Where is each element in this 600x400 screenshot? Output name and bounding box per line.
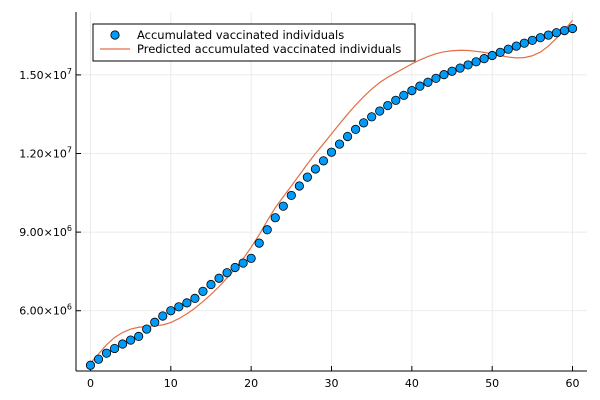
observed-point	[519, 38, 529, 48]
observed-point	[367, 112, 377, 122]
observed-point	[278, 201, 288, 211]
observed-point	[439, 70, 449, 80]
observed-point	[294, 181, 304, 191]
observed-series	[85, 23, 578, 370]
observed-point	[190, 293, 200, 304]
observed-point	[142, 324, 152, 334]
legend-marker-observed	[110, 30, 120, 40]
observed-point	[431, 73, 441, 83]
observed-point	[463, 60, 473, 70]
observed-point	[423, 77, 433, 87]
observed-point	[206, 279, 216, 290]
y-tick-label: 1.50×107	[19, 67, 72, 82]
observed-point	[302, 172, 312, 182]
observed-point	[109, 343, 120, 354]
legend: Accumulated vaccinated individuals Predi…	[92, 23, 416, 62]
observed-point	[286, 190, 296, 201]
observed-point	[535, 33, 546, 43]
observed-point	[359, 118, 369, 128]
observed-point	[85, 360, 96, 370]
x-tick-label: 50	[485, 377, 499, 390]
observed-point	[318, 156, 329, 166]
legend-label-observed: Accumulated vaccinated individuals	[137, 28, 344, 42]
legend-label-predicted: Predicted accumulated vaccinated individ…	[137, 42, 401, 56]
observed-point	[310, 164, 321, 174]
y-axis-ticks: 6.00×106 9.00×106 1.20×107 1.50×107	[19, 67, 81, 318]
observed-point	[447, 66, 457, 76]
observed-point	[471, 57, 481, 67]
observed-point	[214, 273, 224, 283]
x-tick-label: 20	[244, 377, 258, 390]
x-tick-label: 0	[87, 377, 94, 390]
observed-point	[543, 30, 554, 40]
observed-point	[262, 225, 272, 235]
observed-point	[93, 354, 104, 364]
observed-point	[375, 106, 385, 116]
observed-point	[527, 35, 537, 45]
observed-point	[383, 100, 393, 111]
observed-point	[238, 258, 248, 268]
observed-point	[511, 41, 521, 51]
x-tick-label: 60	[566, 377, 580, 390]
grid	[76, 12, 587, 371]
observed-point	[503, 44, 513, 54]
observed-point	[134, 331, 144, 342]
observed-point	[567, 23, 578, 34]
observed-point	[166, 306, 176, 316]
observed-point	[559, 26, 570, 36]
observed-point	[495, 47, 505, 57]
observed-point	[126, 335, 136, 345]
x-tick-label: 30	[325, 377, 339, 390]
y-tick-label: 9.00×106	[19, 224, 72, 239]
observed-point	[198, 286, 208, 296]
observed-point	[118, 339, 128, 349]
observed-point	[150, 317, 160, 327]
x-axis-ticks: 0 10 20 30 40 50 60	[87, 366, 580, 390]
observed-point	[182, 298, 192, 308]
observed-point	[326, 147, 337, 157]
observed-point	[222, 268, 232, 278]
observed-point	[174, 302, 184, 312]
legend-box	[92, 23, 416, 62]
y-tick-label: 6.00×106	[19, 303, 72, 318]
observed-point	[455, 63, 465, 73]
observed-point	[415, 81, 425, 91]
observed-point	[551, 28, 562, 38]
observed-point	[230, 262, 240, 273]
observed-point	[270, 213, 280, 223]
observed-point	[487, 50, 497, 61]
observed-point	[254, 238, 264, 248]
x-tick-label: 10	[164, 377, 178, 390]
observed-point	[101, 348, 112, 358]
observed-point	[246, 253, 256, 263]
observed-point	[391, 95, 401, 105]
observed-point	[342, 131, 353, 142]
observed-point	[399, 90, 409, 100]
observed-point	[350, 124, 361, 134]
observed-point	[158, 311, 168, 321]
y-tick-label: 1.20×107	[19, 146, 72, 161]
observed-point	[479, 54, 489, 64]
x-tick-label: 40	[405, 377, 419, 390]
observed-point	[407, 86, 417, 96]
observed-point	[334, 139, 345, 149]
